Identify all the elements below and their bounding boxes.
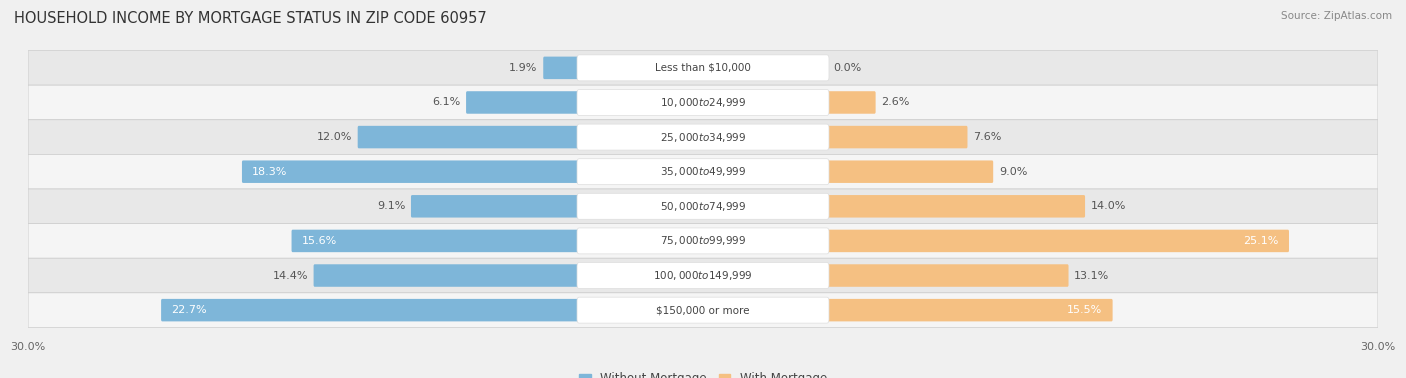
Text: $10,000 to $24,999: $10,000 to $24,999 <box>659 96 747 109</box>
Text: $150,000 or more: $150,000 or more <box>657 305 749 315</box>
FancyBboxPatch shape <box>576 297 830 323</box>
FancyBboxPatch shape <box>825 160 993 183</box>
FancyBboxPatch shape <box>28 154 1378 189</box>
FancyBboxPatch shape <box>28 293 1378 327</box>
FancyBboxPatch shape <box>411 195 581 218</box>
FancyBboxPatch shape <box>576 193 830 219</box>
Text: $75,000 to $99,999: $75,000 to $99,999 <box>659 234 747 248</box>
Text: 13.1%: 13.1% <box>1074 271 1109 280</box>
FancyBboxPatch shape <box>576 90 830 115</box>
Text: 1.9%: 1.9% <box>509 63 537 73</box>
Text: 12.0%: 12.0% <box>316 132 352 142</box>
FancyBboxPatch shape <box>825 195 1085 218</box>
FancyBboxPatch shape <box>543 57 581 79</box>
Text: 15.6%: 15.6% <box>302 236 337 246</box>
FancyBboxPatch shape <box>576 124 830 150</box>
Text: 0.0%: 0.0% <box>834 63 862 73</box>
Text: $35,000 to $49,999: $35,000 to $49,999 <box>659 165 747 178</box>
Text: 14.0%: 14.0% <box>1091 201 1126 211</box>
FancyBboxPatch shape <box>291 230 581 252</box>
Text: 25.1%: 25.1% <box>1243 236 1279 246</box>
FancyBboxPatch shape <box>242 160 581 183</box>
FancyBboxPatch shape <box>576 55 830 81</box>
FancyBboxPatch shape <box>825 91 876 114</box>
Text: 2.6%: 2.6% <box>882 98 910 107</box>
Text: $100,000 to $149,999: $100,000 to $149,999 <box>654 269 752 282</box>
FancyBboxPatch shape <box>28 51 1378 85</box>
Text: 18.3%: 18.3% <box>252 167 287 177</box>
FancyBboxPatch shape <box>576 159 830 185</box>
FancyBboxPatch shape <box>314 264 581 287</box>
FancyBboxPatch shape <box>465 91 581 114</box>
Text: 6.1%: 6.1% <box>432 98 460 107</box>
Text: 9.1%: 9.1% <box>377 201 405 211</box>
Legend: Without Mortgage, With Mortgage: Without Mortgage, With Mortgage <box>574 367 832 378</box>
FancyBboxPatch shape <box>825 126 967 148</box>
Text: 15.5%: 15.5% <box>1067 305 1102 315</box>
Text: HOUSEHOLD INCOME BY MORTGAGE STATUS IN ZIP CODE 60957: HOUSEHOLD INCOME BY MORTGAGE STATUS IN Z… <box>14 11 486 26</box>
Text: $50,000 to $74,999: $50,000 to $74,999 <box>659 200 747 213</box>
FancyBboxPatch shape <box>825 230 1289 252</box>
FancyBboxPatch shape <box>825 264 1069 287</box>
FancyBboxPatch shape <box>357 126 581 148</box>
FancyBboxPatch shape <box>28 85 1378 120</box>
Text: Source: ZipAtlas.com: Source: ZipAtlas.com <box>1281 11 1392 21</box>
Text: Less than $10,000: Less than $10,000 <box>655 63 751 73</box>
FancyBboxPatch shape <box>28 258 1378 293</box>
FancyBboxPatch shape <box>825 57 828 79</box>
FancyBboxPatch shape <box>28 120 1378 154</box>
Text: 14.4%: 14.4% <box>273 271 308 280</box>
Text: $25,000 to $34,999: $25,000 to $34,999 <box>659 130 747 144</box>
FancyBboxPatch shape <box>825 299 1112 321</box>
FancyBboxPatch shape <box>28 224 1378 258</box>
FancyBboxPatch shape <box>28 189 1378 224</box>
FancyBboxPatch shape <box>162 299 581 321</box>
Text: 22.7%: 22.7% <box>172 305 207 315</box>
FancyBboxPatch shape <box>576 263 830 288</box>
Text: 7.6%: 7.6% <box>973 132 1001 142</box>
FancyBboxPatch shape <box>576 228 830 254</box>
Text: 9.0%: 9.0% <box>998 167 1028 177</box>
